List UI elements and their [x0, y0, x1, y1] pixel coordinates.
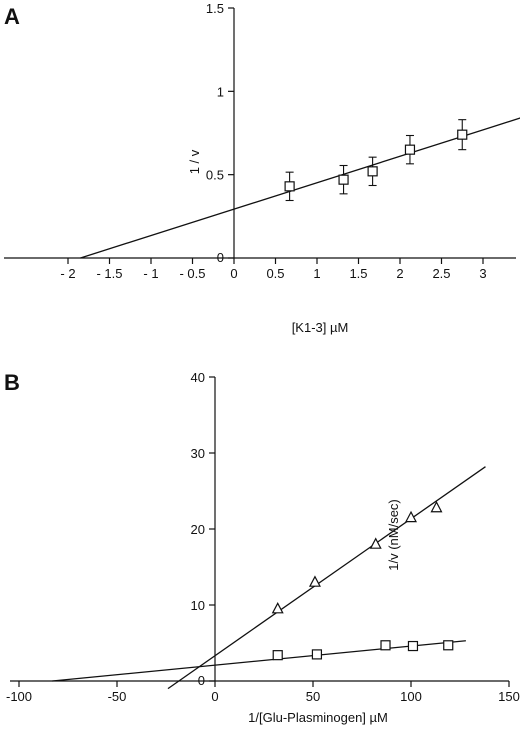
x-tick-label: 50	[306, 689, 320, 704]
x-tick-label: 150	[498, 689, 520, 704]
x-tick-label: - 2	[60, 266, 75, 281]
y-tick-label: 30	[191, 446, 205, 461]
square-marker	[380, 640, 391, 651]
panel-b-x-axis-label: 1/[Glu-Plasminogen] µM	[248, 710, 388, 725]
y-tick-label: 0	[217, 250, 224, 265]
panel-b-axes	[10, 377, 509, 682]
panel-a-x-ticks: - 2 - 1.5 - 1 - 0.5 0 0.5 1 1.5 2 2.5 3	[60, 258, 487, 281]
x-tick-label: - 1.5	[96, 266, 122, 281]
x-tick-label: 100	[400, 689, 422, 704]
x-tick-label: 0	[211, 689, 218, 704]
triangle-marker	[369, 537, 382, 549]
fit-line	[80, 117, 520, 259]
x-tick-label: -50	[108, 689, 127, 704]
triangle-marker	[405, 510, 417, 523]
square-marker	[284, 181, 295, 192]
square-marker	[443, 640, 454, 651]
panel-b-y-ticks: 0 10 20 30 40	[191, 370, 215, 688]
panel-a-axes	[4, 8, 516, 259]
triangle-marker	[271, 602, 284, 614]
panel-b-chart: B -100 -50 0 50 100 150 0 10 20 30 40 1/v (nM/sec…	[4, 370, 520, 725]
square-marker	[311, 649, 323, 660]
x-tick-label: 1	[313, 266, 320, 281]
square-marker	[367, 166, 378, 177]
y-tick-label: 1.5	[206, 1, 224, 16]
panel-a-label: A	[4, 4, 20, 29]
y-tick-label: 10	[191, 598, 205, 613]
x-tick-label: -100	[6, 689, 32, 704]
panel-b-points	[271, 500, 454, 661]
panel-b-x-ticks: -100 -50 0 50 100 150	[6, 681, 520, 704]
panel-b-fit-lines	[52, 466, 486, 690]
fit-line	[52, 640, 466, 682]
square-marker	[338, 174, 349, 185]
x-tick-label: 2.5	[432, 266, 450, 281]
x-tick-label: 2	[396, 266, 403, 281]
panel-a-fit-lines	[80, 117, 520, 259]
y-tick-label: 0.5	[206, 168, 224, 183]
square-marker	[404, 144, 416, 155]
fit-line	[167, 466, 486, 690]
square-marker	[272, 650, 283, 661]
x-tick-label: 0	[230, 266, 237, 281]
x-tick-label: 1.5	[349, 266, 367, 281]
y-tick-label: 1	[217, 84, 224, 99]
triangle-marker	[430, 500, 443, 513]
x-tick-label: - 1	[143, 266, 158, 281]
x-tick-label: - 0.5	[179, 266, 205, 281]
x-tick-label: 3	[479, 266, 486, 281]
panel-a-y-axis-label: 1 / v	[187, 149, 202, 174]
x-tick-label: 0.5	[266, 266, 284, 281]
panel-a-x-axis-label: [K1-3] µM	[292, 320, 349, 335]
panel-a-chart: A - 2 - 1.5 - 1 - 0.5 0 0.5 1 1.5 2 2.5 3 0 0.5 1 1.5…	[4, 1, 520, 335]
y-tick-label: 40	[191, 370, 205, 385]
panel-b-y-axis-label: 1/v (nM/sec)	[386, 499, 401, 571]
panel-a-points	[284, 119, 468, 202]
y-tick-label: 20	[191, 522, 205, 537]
square-marker	[407, 640, 419, 652]
panel-a-y-ticks: 0 0.5 1 1.5	[206, 1, 234, 265]
panel-b-label: B	[4, 370, 20, 395]
square-marker	[457, 129, 468, 140]
y-tick-label: 0	[198, 673, 205, 688]
triangle-marker	[308, 575, 321, 587]
